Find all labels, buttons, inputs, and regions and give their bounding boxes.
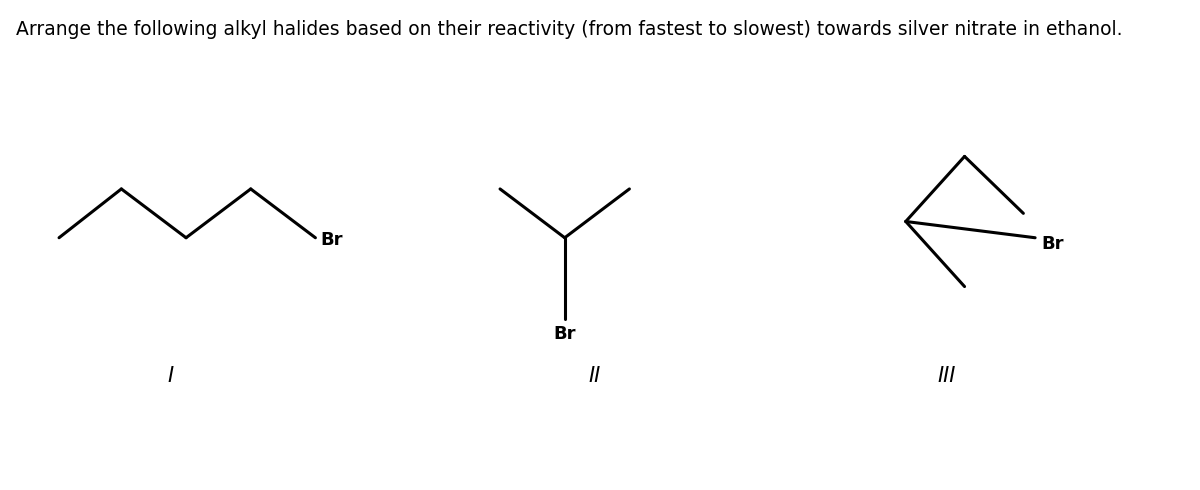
Text: III: III: [937, 366, 956, 386]
Text: Br: Br: [1042, 235, 1063, 253]
Text: Br: Br: [553, 325, 576, 343]
Text: Arrange the following alkyl halides based on their reactivity (from fastest to s: Arrange the following alkyl halides base…: [16, 20, 1122, 39]
Text: II: II: [588, 366, 600, 386]
Text: Br: Br: [320, 231, 343, 249]
Text: I: I: [168, 366, 174, 386]
